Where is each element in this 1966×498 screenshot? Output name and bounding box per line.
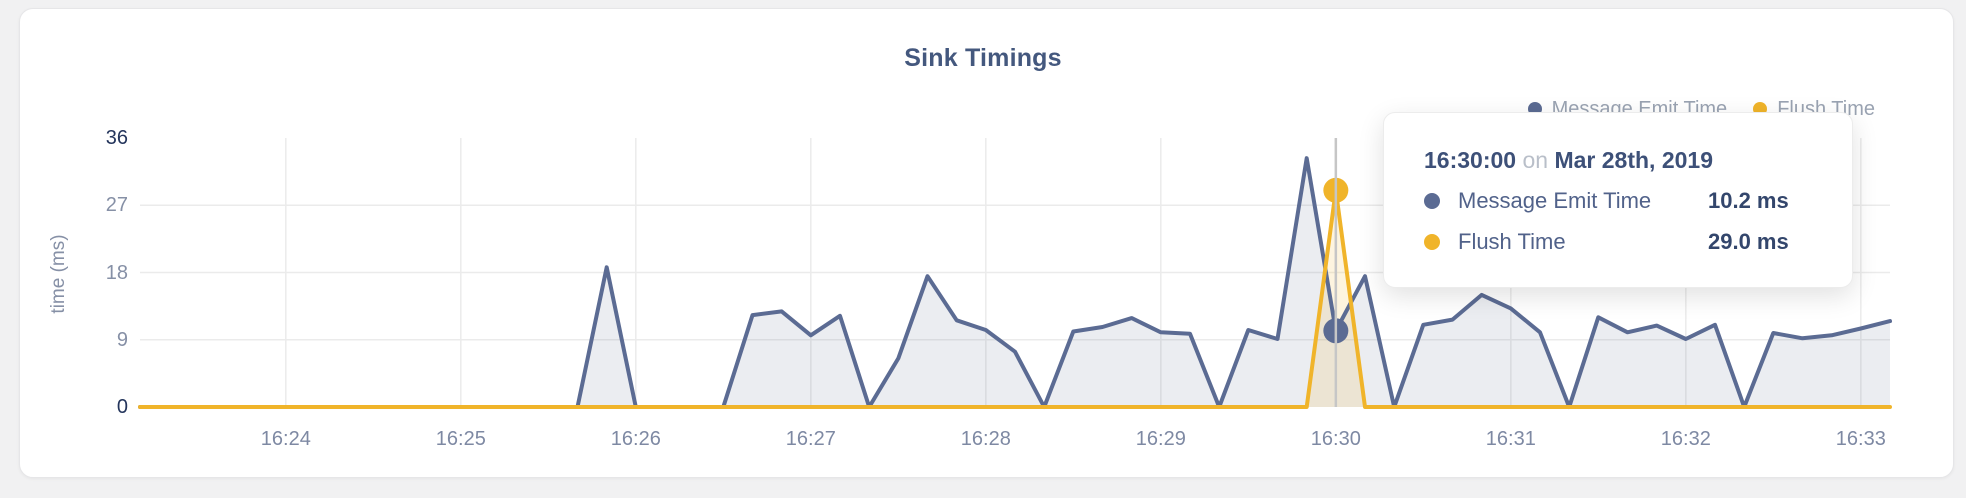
tooltip-time: 16:30:00 [1424, 147, 1517, 173]
area-message-emit-time [140, 158, 1890, 407]
tooltip-series-label: Flush Time [1458, 229, 1566, 254]
x-tick-label: 16:31 [1485, 428, 1536, 450]
x-tick-label: 16:30 [1310, 428, 1361, 450]
tooltip-row-flush-time: Flush Time 29.0 ms [1424, 227, 1822, 257]
chart-title: Sink Timings [904, 44, 1062, 72]
y-tick-label: 18 [105, 261, 128, 284]
tooltip-swatch-flush-time-icon [1424, 234, 1440, 250]
y-tick-label: 9 [116, 328, 128, 351]
tooltip: 16:30:00 on Mar 28th, 2019 Message Emit … [1383, 112, 1853, 288]
x-tick-label: 16:28 [960, 428, 1011, 450]
y-tick-label: 36 [105, 127, 128, 149]
x-tick-label: 16:32 [1660, 428, 1711, 450]
tooltip-date: Mar 28th, 2019 [1554, 147, 1713, 173]
tooltip-swatch-message-emit-time-icon [1424, 193, 1440, 209]
tooltip-row-message-emit-time: Message Emit Time 10.2 ms [1424, 186, 1822, 216]
y-tick-label: 27 [105, 194, 128, 217]
tooltip-series-value: 10.2 ms [1708, 188, 1789, 213]
tooltip-series-value: 29.0 ms [1708, 229, 1789, 254]
x-tick-label: 16:29 [1135, 428, 1186, 450]
tooltip-header: 16:30:00 on Mar 28th, 2019 [1424, 145, 1822, 175]
tooltip-series-label: Message Emit Time [1458, 188, 1652, 213]
y-tick-label: 0 [116, 396, 128, 418]
x-tick-label: 16:33 [1835, 428, 1886, 450]
tooltip-conjunction: on [1522, 147, 1549, 173]
x-tick-label: 16:25 [435, 428, 486, 450]
line-flush-time [138, 188, 1892, 409]
x-tick-label: 16:27 [785, 428, 836, 450]
x-tick-label: 16:24 [260, 428, 311, 450]
x-tick-label: 16:26 [610, 428, 661, 450]
